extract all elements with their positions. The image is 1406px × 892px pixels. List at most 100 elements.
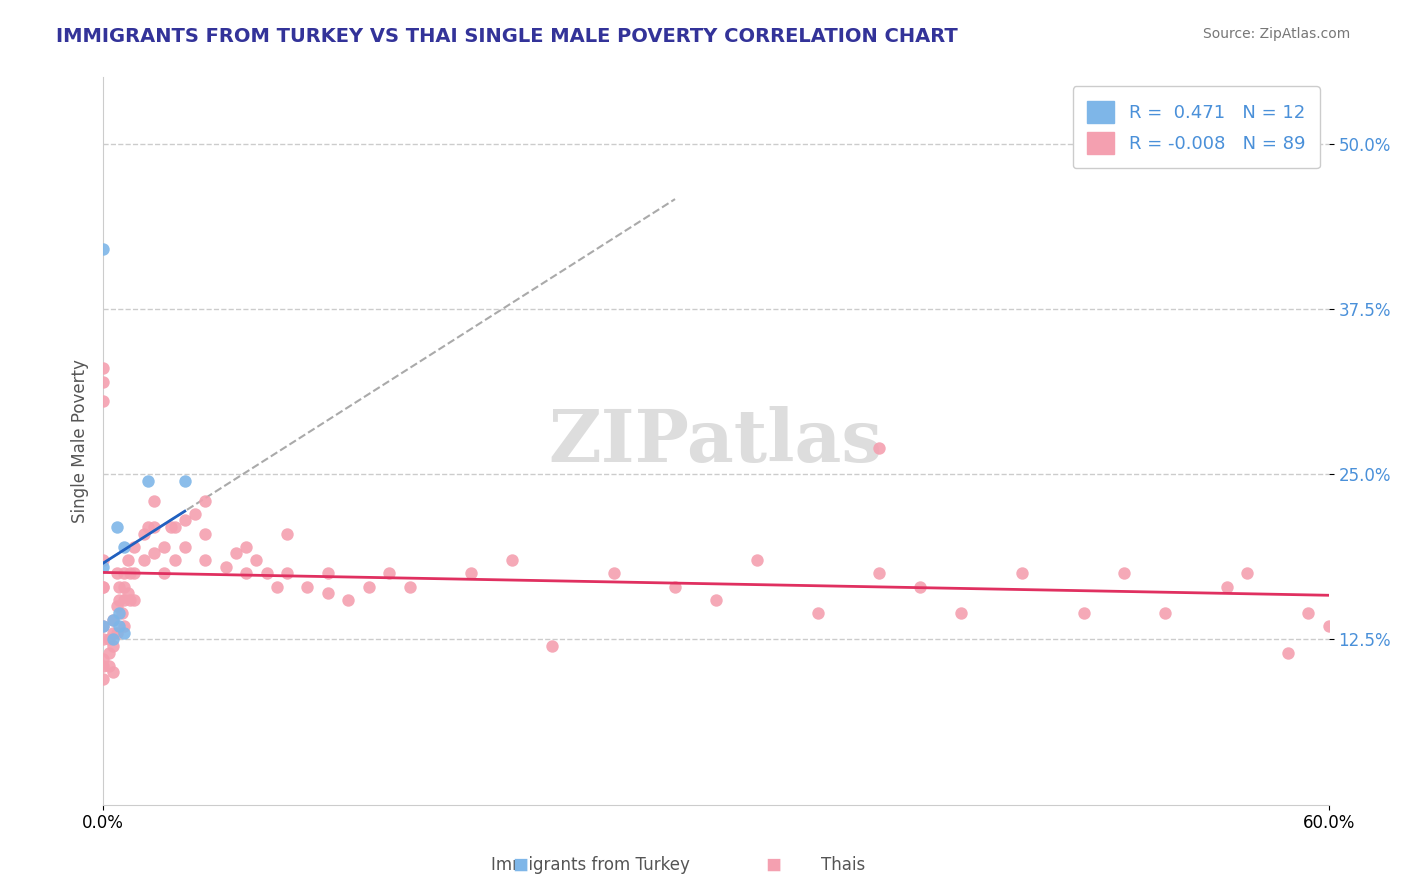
Point: [91, 394, 114, 409]
Point: [460, 566, 482, 581]
Point: [107, 566, 129, 581]
Point: [91, 619, 114, 633]
Point: [107, 520, 129, 534]
Point: [132, 553, 155, 567]
Point: [122, 540, 145, 554]
Point: [173, 513, 195, 527]
Point: [91, 652, 114, 666]
Point: [91, 243, 114, 257]
Point: [91, 580, 114, 594]
Point: [103, 639, 125, 653]
Point: [316, 566, 339, 581]
Text: Thais: Thais: [821, 856, 866, 874]
Point: [91, 559, 114, 574]
Point: [122, 592, 145, 607]
Point: [103, 625, 125, 640]
Point: [136, 520, 159, 534]
Point: [136, 474, 159, 488]
Point: [143, 520, 166, 534]
Point: [91, 632, 114, 647]
Point: [704, 592, 727, 607]
Point: [215, 559, 238, 574]
Point: [98, 646, 121, 660]
Point: [1215, 580, 1237, 594]
Point: [108, 619, 131, 633]
Point: [91, 375, 114, 389]
Point: [225, 546, 247, 560]
Point: [173, 540, 195, 554]
Point: [276, 526, 298, 541]
Point: [603, 566, 626, 581]
Point: [1236, 566, 1258, 581]
Point: [266, 580, 288, 594]
Point: [112, 619, 135, 633]
Point: [118, 566, 141, 581]
Point: [908, 580, 931, 594]
Point: [107, 599, 129, 614]
Point: [132, 526, 155, 541]
Point: [664, 580, 686, 594]
Text: Immigrants from Turkey: Immigrants from Turkey: [491, 856, 690, 874]
Point: [103, 613, 125, 627]
Text: IMMIGRANTS FROM TURKEY VS THAI SINGLE MALE POVERTY CORRELATION CHART: IMMIGRANTS FROM TURKEY VS THAI SINGLE MA…: [56, 27, 957, 45]
Point: [235, 540, 257, 554]
Point: [337, 592, 360, 607]
Point: [184, 507, 207, 521]
Point: [173, 474, 195, 488]
Point: [108, 606, 131, 620]
Point: [143, 493, 166, 508]
Point: [1277, 646, 1299, 660]
Point: [745, 553, 768, 567]
Point: [949, 606, 972, 620]
Point: [98, 632, 121, 647]
Point: [163, 520, 186, 534]
Point: [112, 592, 135, 607]
Point: [1317, 619, 1340, 633]
Point: [256, 566, 278, 581]
Point: [501, 553, 523, 567]
Point: [91, 553, 114, 567]
Text: ◼: ◼: [765, 855, 782, 874]
Point: [112, 625, 135, 640]
Point: [103, 613, 125, 627]
Point: [357, 580, 380, 594]
Point: [276, 566, 298, 581]
Point: [1154, 606, 1177, 620]
Point: [868, 441, 890, 455]
Point: [112, 566, 135, 581]
Point: [112, 540, 135, 554]
Point: [117, 586, 139, 600]
Point: [245, 553, 267, 567]
Point: [316, 586, 339, 600]
Point: [118, 592, 141, 607]
Point: [159, 520, 181, 534]
Point: [91, 361, 114, 376]
Legend: R =  0.471   N = 12, R = -0.008   N = 89: R = 0.471 N = 12, R = -0.008 N = 89: [1073, 87, 1320, 169]
Point: [398, 580, 420, 594]
Point: [194, 553, 217, 567]
Point: [1114, 566, 1136, 581]
Point: [235, 566, 257, 581]
Point: [1073, 606, 1095, 620]
Point: [807, 606, 830, 620]
Point: [103, 665, 125, 680]
Point: [143, 546, 166, 560]
Text: Source: ZipAtlas.com: Source: ZipAtlas.com: [1202, 27, 1350, 41]
Point: [108, 592, 131, 607]
Point: [91, 619, 114, 633]
Point: [163, 553, 186, 567]
Point: [194, 493, 217, 508]
Point: [153, 540, 176, 554]
Point: [117, 553, 139, 567]
Point: [103, 632, 125, 647]
Point: [108, 580, 131, 594]
Point: [541, 639, 564, 653]
Text: ZIPatlas: ZIPatlas: [548, 406, 883, 476]
Point: [153, 566, 176, 581]
Point: [110, 606, 132, 620]
Point: [868, 566, 890, 581]
Point: [91, 658, 114, 673]
Point: [91, 672, 114, 686]
Point: [378, 566, 401, 581]
Y-axis label: Single Male Poverty: Single Male Poverty: [72, 359, 89, 523]
